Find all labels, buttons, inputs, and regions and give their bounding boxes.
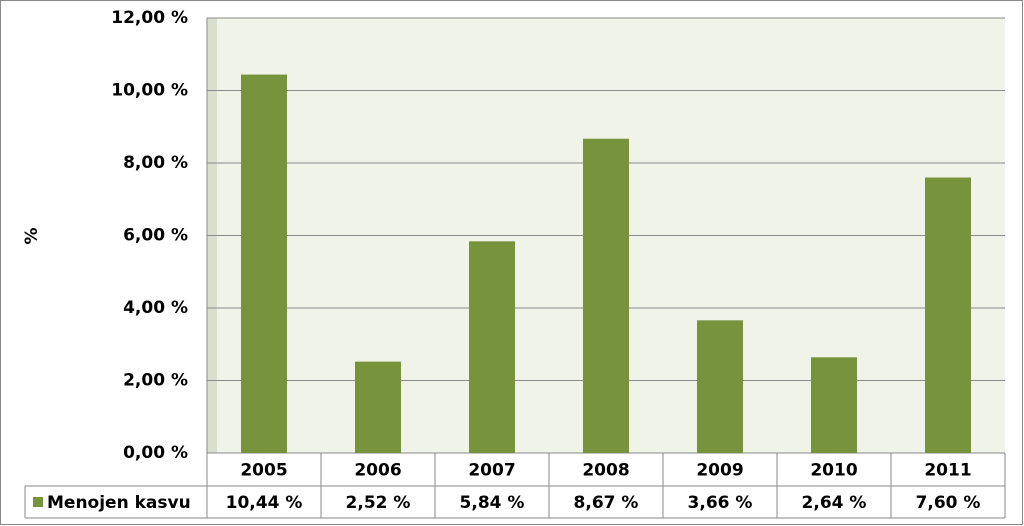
y-tick-label: 8,00 % [123,153,188,173]
y-tick-label: 12,00 % [111,8,188,28]
legend-label: Menojen kasvu [47,493,191,513]
legend-swatch [33,497,43,507]
bar [811,357,857,453]
y-tick-label: 0,00 % [123,443,188,463]
value-label: 3,66 % [688,493,753,513]
y-tick-label: 6,00 % [123,226,188,246]
bar [925,177,971,453]
bar [697,320,743,453]
bar [355,361,401,453]
x-tick-label: 2009 [696,461,743,481]
value-label: 2,64 % [802,493,867,513]
x-tick-label: 2005 [240,461,287,481]
value-label: 5,84 % [460,493,525,513]
y-tick-label: 4,00 % [123,298,188,318]
y-axis-label: % [22,227,42,244]
bar [469,241,515,453]
y-tick-label: 10,00 % [111,81,188,101]
x-tick-label: 2011 [924,461,971,481]
x-tick-label: 2007 [468,461,515,481]
x-tick-label: 2010 [810,461,857,481]
value-label: 7,60 % [916,493,981,513]
x-tick-label: 2008 [582,461,629,481]
x-tick-label: 2006 [354,461,401,481]
value-label: 10,44 % [226,493,303,513]
y-tick-label: 2,00 % [123,371,188,391]
bar [583,138,629,453]
value-label: 2,52 % [346,493,411,513]
value-label: 8,67 % [574,493,639,513]
bar [241,74,287,454]
